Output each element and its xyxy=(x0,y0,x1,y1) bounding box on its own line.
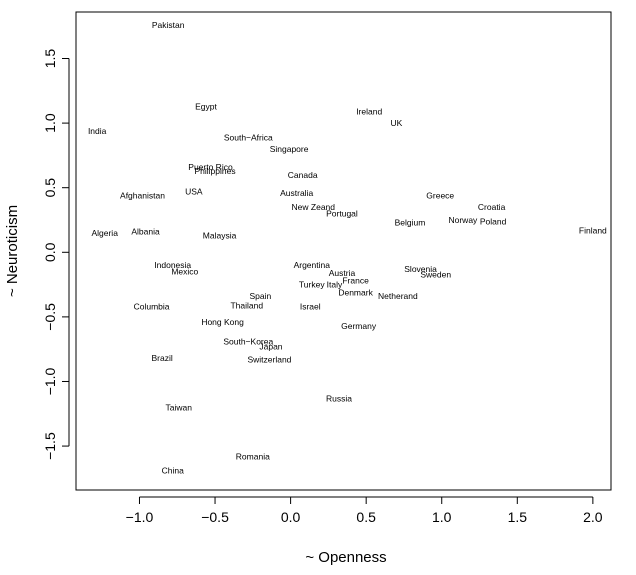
point-label: Croatia xyxy=(478,202,506,212)
point-label: Japan xyxy=(259,342,282,352)
point-label: Israel xyxy=(300,302,321,312)
y-tick-label: 1.5 xyxy=(42,49,58,69)
plot-frame xyxy=(75,11,612,491)
point-label: Columbia xyxy=(134,302,170,312)
point-label: Finland xyxy=(579,225,607,235)
point-label: China xyxy=(162,466,184,476)
y-tick-label: 1.0 xyxy=(42,113,58,133)
x-tick-label: 1.0 xyxy=(432,509,452,525)
point-label: Brazil xyxy=(152,353,173,363)
y-tick-label: −1.0 xyxy=(42,367,58,395)
x-tick-label: −0.5 xyxy=(201,509,229,525)
y-tick-label: −0.5 xyxy=(42,303,58,331)
point-label: USA xyxy=(185,187,203,197)
point-label: Malaysia xyxy=(203,230,237,240)
point-label: Canada xyxy=(288,170,318,180)
x-tick-label: 1.5 xyxy=(508,509,528,525)
x-tick-label: 0.0 xyxy=(281,509,301,525)
point-label: Austria xyxy=(329,268,356,278)
point-label: Hong Kong xyxy=(201,317,244,327)
y-tick-label: −1.5 xyxy=(42,432,58,460)
point-label: Argentina xyxy=(294,260,331,270)
point-label: Sweden xyxy=(420,269,451,279)
x-tick-label: −1.0 xyxy=(126,509,154,525)
point-label: Spain xyxy=(250,291,272,301)
point-label: Denmark xyxy=(338,287,373,297)
x-axis: −1.0 −0.5 0.0 0.5 1.0 1.5 2.0 xyxy=(126,496,603,525)
point-label: New Zeand xyxy=(292,202,336,212)
point-label: Puerto Rico xyxy=(188,162,233,172)
x-axis-label: ~ Openness xyxy=(305,549,386,566)
point-label: Greece xyxy=(426,190,454,200)
point-label: Russia xyxy=(326,393,352,403)
x-tick-label: 0.5 xyxy=(356,509,376,525)
point-label: Norway xyxy=(448,215,478,225)
point-label: South−Korea xyxy=(223,336,273,346)
point-label: Turkey xyxy=(299,280,325,290)
y-tick-label: 0.0 xyxy=(42,242,58,262)
point-label: Albania xyxy=(131,227,160,237)
point-label: Ireland xyxy=(356,106,382,116)
x-tick-label: 2.0 xyxy=(583,509,603,525)
point-label: Italy xyxy=(327,280,343,290)
point-label: Germany xyxy=(341,321,377,331)
point-label: Belgium xyxy=(395,218,426,228)
point-label: Philippines xyxy=(194,166,235,176)
point-label: Thailand xyxy=(230,300,263,310)
point-label: Afghanistan xyxy=(120,190,165,200)
y-axis-label: ~ Neuroticism xyxy=(4,205,21,297)
point-label: Pakistan xyxy=(152,20,185,30)
point-label: India xyxy=(88,126,107,136)
point-label: Slovenia xyxy=(404,264,437,274)
point-label: Australia xyxy=(280,188,313,198)
point-label: Algeria xyxy=(91,228,118,238)
point-label: Switzerland xyxy=(247,355,291,365)
point-label: Singapore xyxy=(270,144,309,154)
point-label: Mexico xyxy=(171,267,198,277)
point-label: France xyxy=(342,276,369,286)
point-label: South−Africa xyxy=(224,132,273,142)
point-label: Poland xyxy=(480,216,507,226)
point-label: Indonesia xyxy=(154,260,191,270)
point-label: Portugal xyxy=(326,209,358,219)
point-label: Taiwan xyxy=(166,402,193,412)
y-tick-label: 0.5 xyxy=(42,178,58,198)
point-label: Egypt xyxy=(195,101,217,111)
point-label: Romania xyxy=(236,451,270,461)
y-axis: −1.5 −1.0 −0.5 0.0 0.5 1.0 1.5 xyxy=(42,49,70,460)
point-labels: Pakistan Egypt India Ireland UK South−Africa S… xyxy=(88,20,607,476)
point-label: Netherand xyxy=(378,291,418,301)
point-label: UK xyxy=(390,118,402,128)
